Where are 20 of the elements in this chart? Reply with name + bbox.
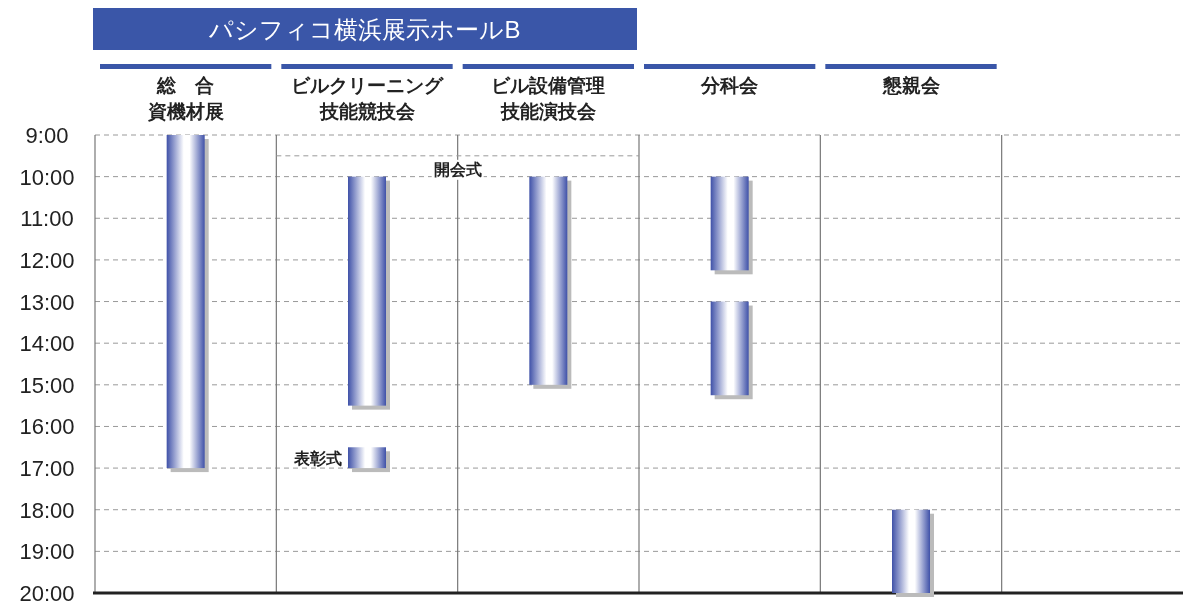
y-tick-label: 16:00	[19, 414, 75, 440]
y-tick-label: 19:00	[19, 539, 75, 565]
x-tick-label: 分科会	[700, 75, 760, 96]
text: パシフィコ横浜展示ホールB	[208, 16, 521, 43]
y-tick-label: 17:00	[19, 456, 75, 482]
x-tick-label: 総 合資機材展	[146, 75, 224, 122]
y-tick-label: 13:00	[19, 289, 75, 315]
ref-line-label: 開会式	[433, 160, 482, 178]
y-tick-label: 9:00	[25, 123, 69, 148]
y-tick-label: 10:00	[19, 164, 75, 190]
annotation: 表彰式	[293, 449, 342, 468]
y-tick-label: 12:00	[19, 247, 75, 273]
y-tick-label: 18:00	[19, 497, 75, 523]
y-tick-label: 20:00	[19, 581, 75, 602]
x-tick-label: ビル設備管理技能演技会	[491, 75, 606, 122]
x-tick-label: 懇親会	[881, 75, 941, 96]
y-tick-label: 14:00	[19, 331, 75, 357]
y-tick-label: 11:00	[20, 206, 74, 232]
y-tick-label: 15:00	[19, 372, 75, 398]
x-tick-label: ビルクリーニング技能競技会	[291, 75, 444, 122]
